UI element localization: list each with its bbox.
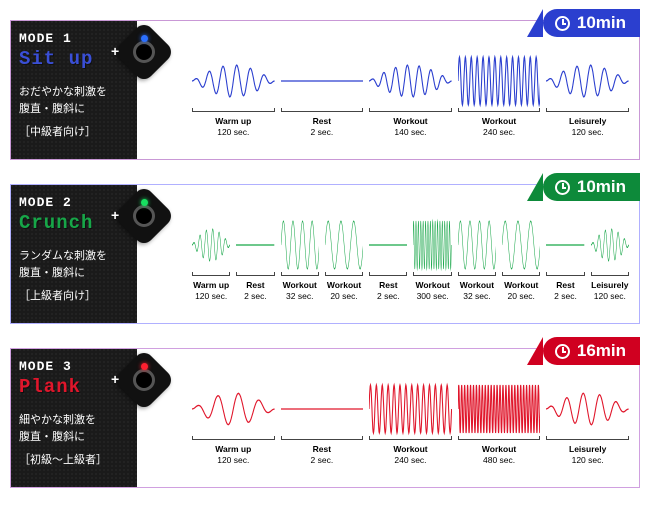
- mode-card: MODE 3 Plank 細やかな刺激を腹直・腹斜に ［初級～上級者］ +−16…: [10, 348, 640, 488]
- segment-caption: Rest2 sec.: [281, 439, 364, 465]
- mode-description: ランダムな刺激を腹直・腹斜に: [19, 248, 129, 281]
- clock-icon: [555, 344, 570, 359]
- waveform-row: Warm up120 sec. Rest2 sec. Workout32 sec…: [192, 199, 629, 319]
- mode-card-right: Warm up120 sec. Rest2 sec. Workout240 se…: [137, 349, 639, 487]
- waveform: [502, 217, 540, 273]
- segment-caption: Leisurely120 sec.: [546, 439, 629, 465]
- segment-caption: Warm up120 sec.: [192, 275, 230, 301]
- waveform-row: Warm up120 sec. Rest2 sec. Workout140 se…: [192, 35, 629, 155]
- mode-card-right: Warm up120 sec. Rest2 sec. Workout32 sec…: [137, 185, 639, 323]
- waveform: [369, 53, 452, 109]
- waveform: [281, 53, 364, 109]
- waveform-row: Warm up120 sec. Rest2 sec. Workout240 se…: [192, 363, 629, 483]
- waveform: [413, 217, 451, 273]
- waveform: [325, 217, 363, 273]
- segment: Warm up120 sec.: [192, 217, 230, 301]
- segment-caption: Workout480 sec.: [458, 439, 541, 465]
- segment-caption: Rest2 sec.: [369, 275, 407, 301]
- waveform: [369, 381, 452, 437]
- segment: Rest2 sec.: [281, 53, 364, 137]
- waveform: [192, 53, 275, 109]
- waveform: [281, 217, 319, 273]
- minus-icon: −: [174, 207, 182, 223]
- segment-caption: Workout20 sec.: [502, 275, 540, 301]
- segment-caption: Workout300 sec.: [413, 275, 451, 301]
- segment: Workout140 sec.: [369, 53, 452, 137]
- clock-icon: [555, 180, 570, 195]
- segment-caption: Leisurely120 sec.: [591, 275, 629, 301]
- duration-badge: 10min: [543, 173, 640, 201]
- segment: Workout20 sec.: [502, 217, 540, 301]
- waveform: [192, 381, 275, 437]
- mode-card: MODE 1 Sit up おだやかな刺激を腹直・腹斜に ［中級者向け］ +−1…: [10, 20, 640, 160]
- segment-caption: Warm up120 sec.: [192, 111, 275, 137]
- device-icon: [119, 191, 169, 241]
- duration-text: 10min: [577, 13, 626, 33]
- segment: Leisurely120 sec.: [546, 381, 629, 465]
- segment: Rest2 sec.: [281, 381, 364, 465]
- segment-caption: Workout20 sec.: [325, 275, 363, 301]
- waveform: [236, 217, 274, 273]
- minus-icon: −: [174, 371, 182, 387]
- waveform: [192, 217, 230, 273]
- segment: Rest2 sec.: [546, 217, 584, 301]
- segment-caption: Rest2 sec.: [281, 111, 364, 137]
- segment: Workout32 sec.: [281, 217, 319, 301]
- segment-caption: Workout32 sec.: [458, 275, 496, 301]
- segment-caption: Rest2 sec.: [546, 275, 584, 301]
- segment: Warm up120 sec.: [192, 381, 275, 465]
- segment: Rest2 sec.: [369, 217, 407, 301]
- waveform: [546, 53, 629, 109]
- waveform: [458, 381, 541, 437]
- clock-icon: [555, 16, 570, 31]
- segment: Leisurely120 sec.: [546, 53, 629, 137]
- minus-icon: −: [174, 43, 182, 59]
- plus-icon: +: [111, 207, 119, 223]
- device-icon: [119, 355, 169, 405]
- segment: Workout32 sec.: [458, 217, 496, 301]
- segment: Leisurely120 sec.: [591, 217, 629, 301]
- waveform: [458, 217, 496, 273]
- segment: Workout240 sec.: [369, 381, 452, 465]
- waveform: [458, 53, 541, 109]
- segment-caption: Workout32 sec.: [281, 275, 319, 301]
- segment: Workout480 sec.: [458, 381, 541, 465]
- duration-text: 10min: [577, 177, 626, 197]
- duration-badge: 10min: [543, 9, 640, 37]
- mode-level: ［中級者向け］: [19, 123, 129, 139]
- device-icon: [119, 27, 169, 77]
- plus-icon: +: [111, 43, 119, 59]
- mode-description: おだやかな刺激を腹直・腹斜に: [19, 84, 129, 117]
- segment-caption: Workout140 sec.: [369, 111, 452, 137]
- mode-card: MODE 2 Crunch ランダムな刺激を腹直・腹斜に ［上級者向け］ +−1…: [10, 184, 640, 324]
- segment: Workout300 sec.: [413, 217, 451, 301]
- duration-text: 16min: [577, 341, 626, 361]
- mode-card-right: Warm up120 sec. Rest2 sec. Workout140 se…: [137, 21, 639, 159]
- segment: Rest2 sec.: [236, 217, 274, 301]
- waveform: [546, 217, 584, 273]
- mode-list: MODE 1 Sit up おだやかな刺激を腹直・腹斜に ［中級者向け］ +−1…: [10, 20, 640, 488]
- segment-caption: Warm up120 sec.: [192, 439, 275, 465]
- segment-caption: Workout240 sec.: [458, 111, 541, 137]
- waveform: [591, 217, 629, 273]
- segment-caption: Rest2 sec.: [236, 275, 274, 301]
- mode-level: ［上級者向け］: [19, 287, 129, 303]
- duration-badge: 16min: [543, 337, 640, 365]
- waveform: [281, 381, 364, 437]
- segment: Workout20 sec.: [325, 217, 363, 301]
- segment-caption: Leisurely120 sec.: [546, 111, 629, 137]
- segment: Workout240 sec.: [458, 53, 541, 137]
- waveform: [546, 381, 629, 437]
- mode-description: 細やかな刺激を腹直・腹斜に: [19, 412, 129, 445]
- mode-level: ［初級～上級者］: [19, 451, 129, 467]
- waveform: [369, 217, 407, 273]
- segment-caption: Workout240 sec.: [369, 439, 452, 465]
- plus-icon: +: [111, 371, 119, 387]
- segment: Warm up120 sec.: [192, 53, 275, 137]
